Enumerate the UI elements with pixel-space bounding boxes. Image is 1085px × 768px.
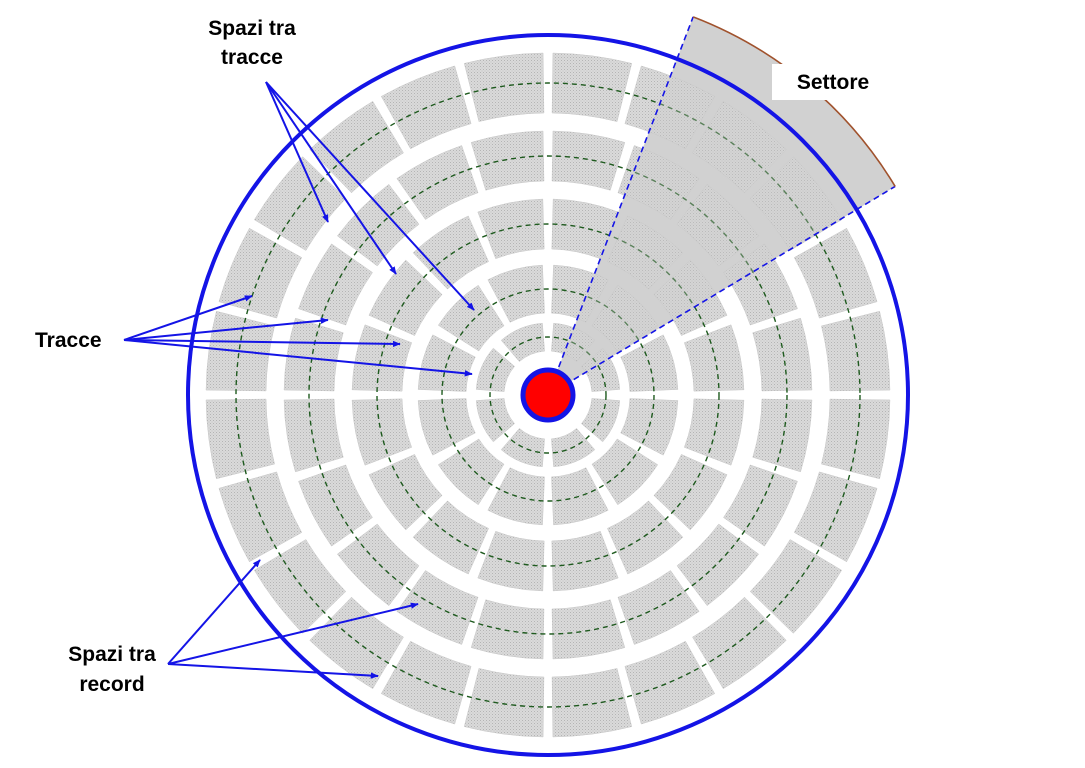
- record-segment: [653, 454, 728, 531]
- record-segment: [551, 530, 619, 592]
- arrows-group: [123, 81, 475, 679]
- record-segment: [298, 464, 373, 547]
- record-gap-arrow: [167, 559, 261, 665]
- record-segment: [793, 227, 878, 319]
- record-segment: [463, 52, 545, 122]
- track-gap-arrow: [265, 81, 475, 311]
- record-segment: [283, 398, 344, 473]
- sector-wedge-shade: [548, 16, 896, 395]
- record-segment: [551, 599, 626, 660]
- record-segment: [653, 259, 728, 336]
- track-gaps-label-line2: tracce: [221, 46, 283, 69]
- record-gap-arrow: [167, 602, 419, 665]
- record-segment: [617, 145, 700, 220]
- sector-label: Settore: [797, 71, 869, 94]
- track-1: [475, 322, 621, 468]
- record-gaps-label-line1: Spazi tra: [68, 643, 156, 666]
- track-arrow: [123, 339, 401, 348]
- track-centerline: [441, 288, 655, 502]
- record-segment: [218, 227, 303, 319]
- record-segment: [821, 398, 891, 480]
- record-segment: [351, 398, 413, 466]
- record-segment: [500, 428, 545, 468]
- track-3: [351, 198, 745, 592]
- record-segment: [218, 471, 303, 563]
- disk-hub: [520, 367, 576, 423]
- track-centerline: [308, 155, 788, 635]
- track-gap-arrow: [265, 81, 397, 275]
- record-segment: [676, 523, 759, 606]
- record-segment: [620, 398, 679, 456]
- track-centerline: [489, 336, 607, 454]
- record-segment: [821, 310, 891, 392]
- sector-label-background: [772, 64, 892, 100]
- record-segment: [463, 668, 545, 738]
- track-arrow: [123, 317, 329, 341]
- record-segment: [793, 471, 878, 563]
- record-segment: [591, 284, 659, 352]
- record-segment: [581, 347, 621, 392]
- record-segment: [581, 398, 621, 443]
- record-segment: [337, 184, 420, 267]
- record-segment: [477, 198, 545, 260]
- record-segment: [309, 100, 404, 194]
- record-segment: [591, 438, 659, 506]
- record-segment: [683, 398, 745, 466]
- disk-outline: [186, 33, 910, 757]
- record-segment: [551, 130, 626, 191]
- track-centerline: [235, 82, 861, 708]
- track-2: [417, 264, 679, 526]
- record-gaps-label-line2: record: [79, 673, 144, 696]
- track-4: [283, 130, 813, 660]
- track-5: [205, 52, 891, 738]
- track-gap-arrow: [265, 81, 329, 223]
- record-segment: [551, 52, 633, 122]
- record-segment: [551, 467, 609, 526]
- record-segment: [692, 100, 787, 194]
- record-segment: [477, 530, 545, 592]
- track-centerline: [376, 223, 720, 567]
- tracks-label: Tracce: [35, 329, 102, 352]
- record-segment: [617, 570, 700, 645]
- record-segment: [692, 596, 787, 690]
- record-segment: [752, 317, 813, 392]
- track-gaps-label-line1: Spazi tra: [208, 17, 296, 40]
- record-segment: [470, 130, 545, 191]
- record-segment: [351, 324, 413, 392]
- tracks-group: [205, 52, 891, 738]
- record-segment: [337, 523, 420, 606]
- sector-edge-line: [547, 16, 694, 396]
- record-segment: [470, 599, 545, 660]
- record-segment: [412, 500, 489, 575]
- record-segment: [551, 668, 633, 738]
- record-gap-arrow: [167, 663, 379, 679]
- record-segment: [749, 539, 843, 634]
- record-segment: [487, 264, 545, 323]
- sector-edge-line: [547, 185, 896, 396]
- record-segment: [205, 398, 275, 480]
- record-segment: [437, 438, 505, 506]
- record-segment: [723, 464, 798, 547]
- track-arrow: [123, 339, 473, 377]
- record-segment: [752, 398, 813, 473]
- record-segment: [683, 324, 745, 392]
- track-arrow: [123, 295, 253, 341]
- record-segment: [437, 284, 505, 352]
- record-segment: [283, 317, 344, 392]
- record-segment: [368, 259, 443, 336]
